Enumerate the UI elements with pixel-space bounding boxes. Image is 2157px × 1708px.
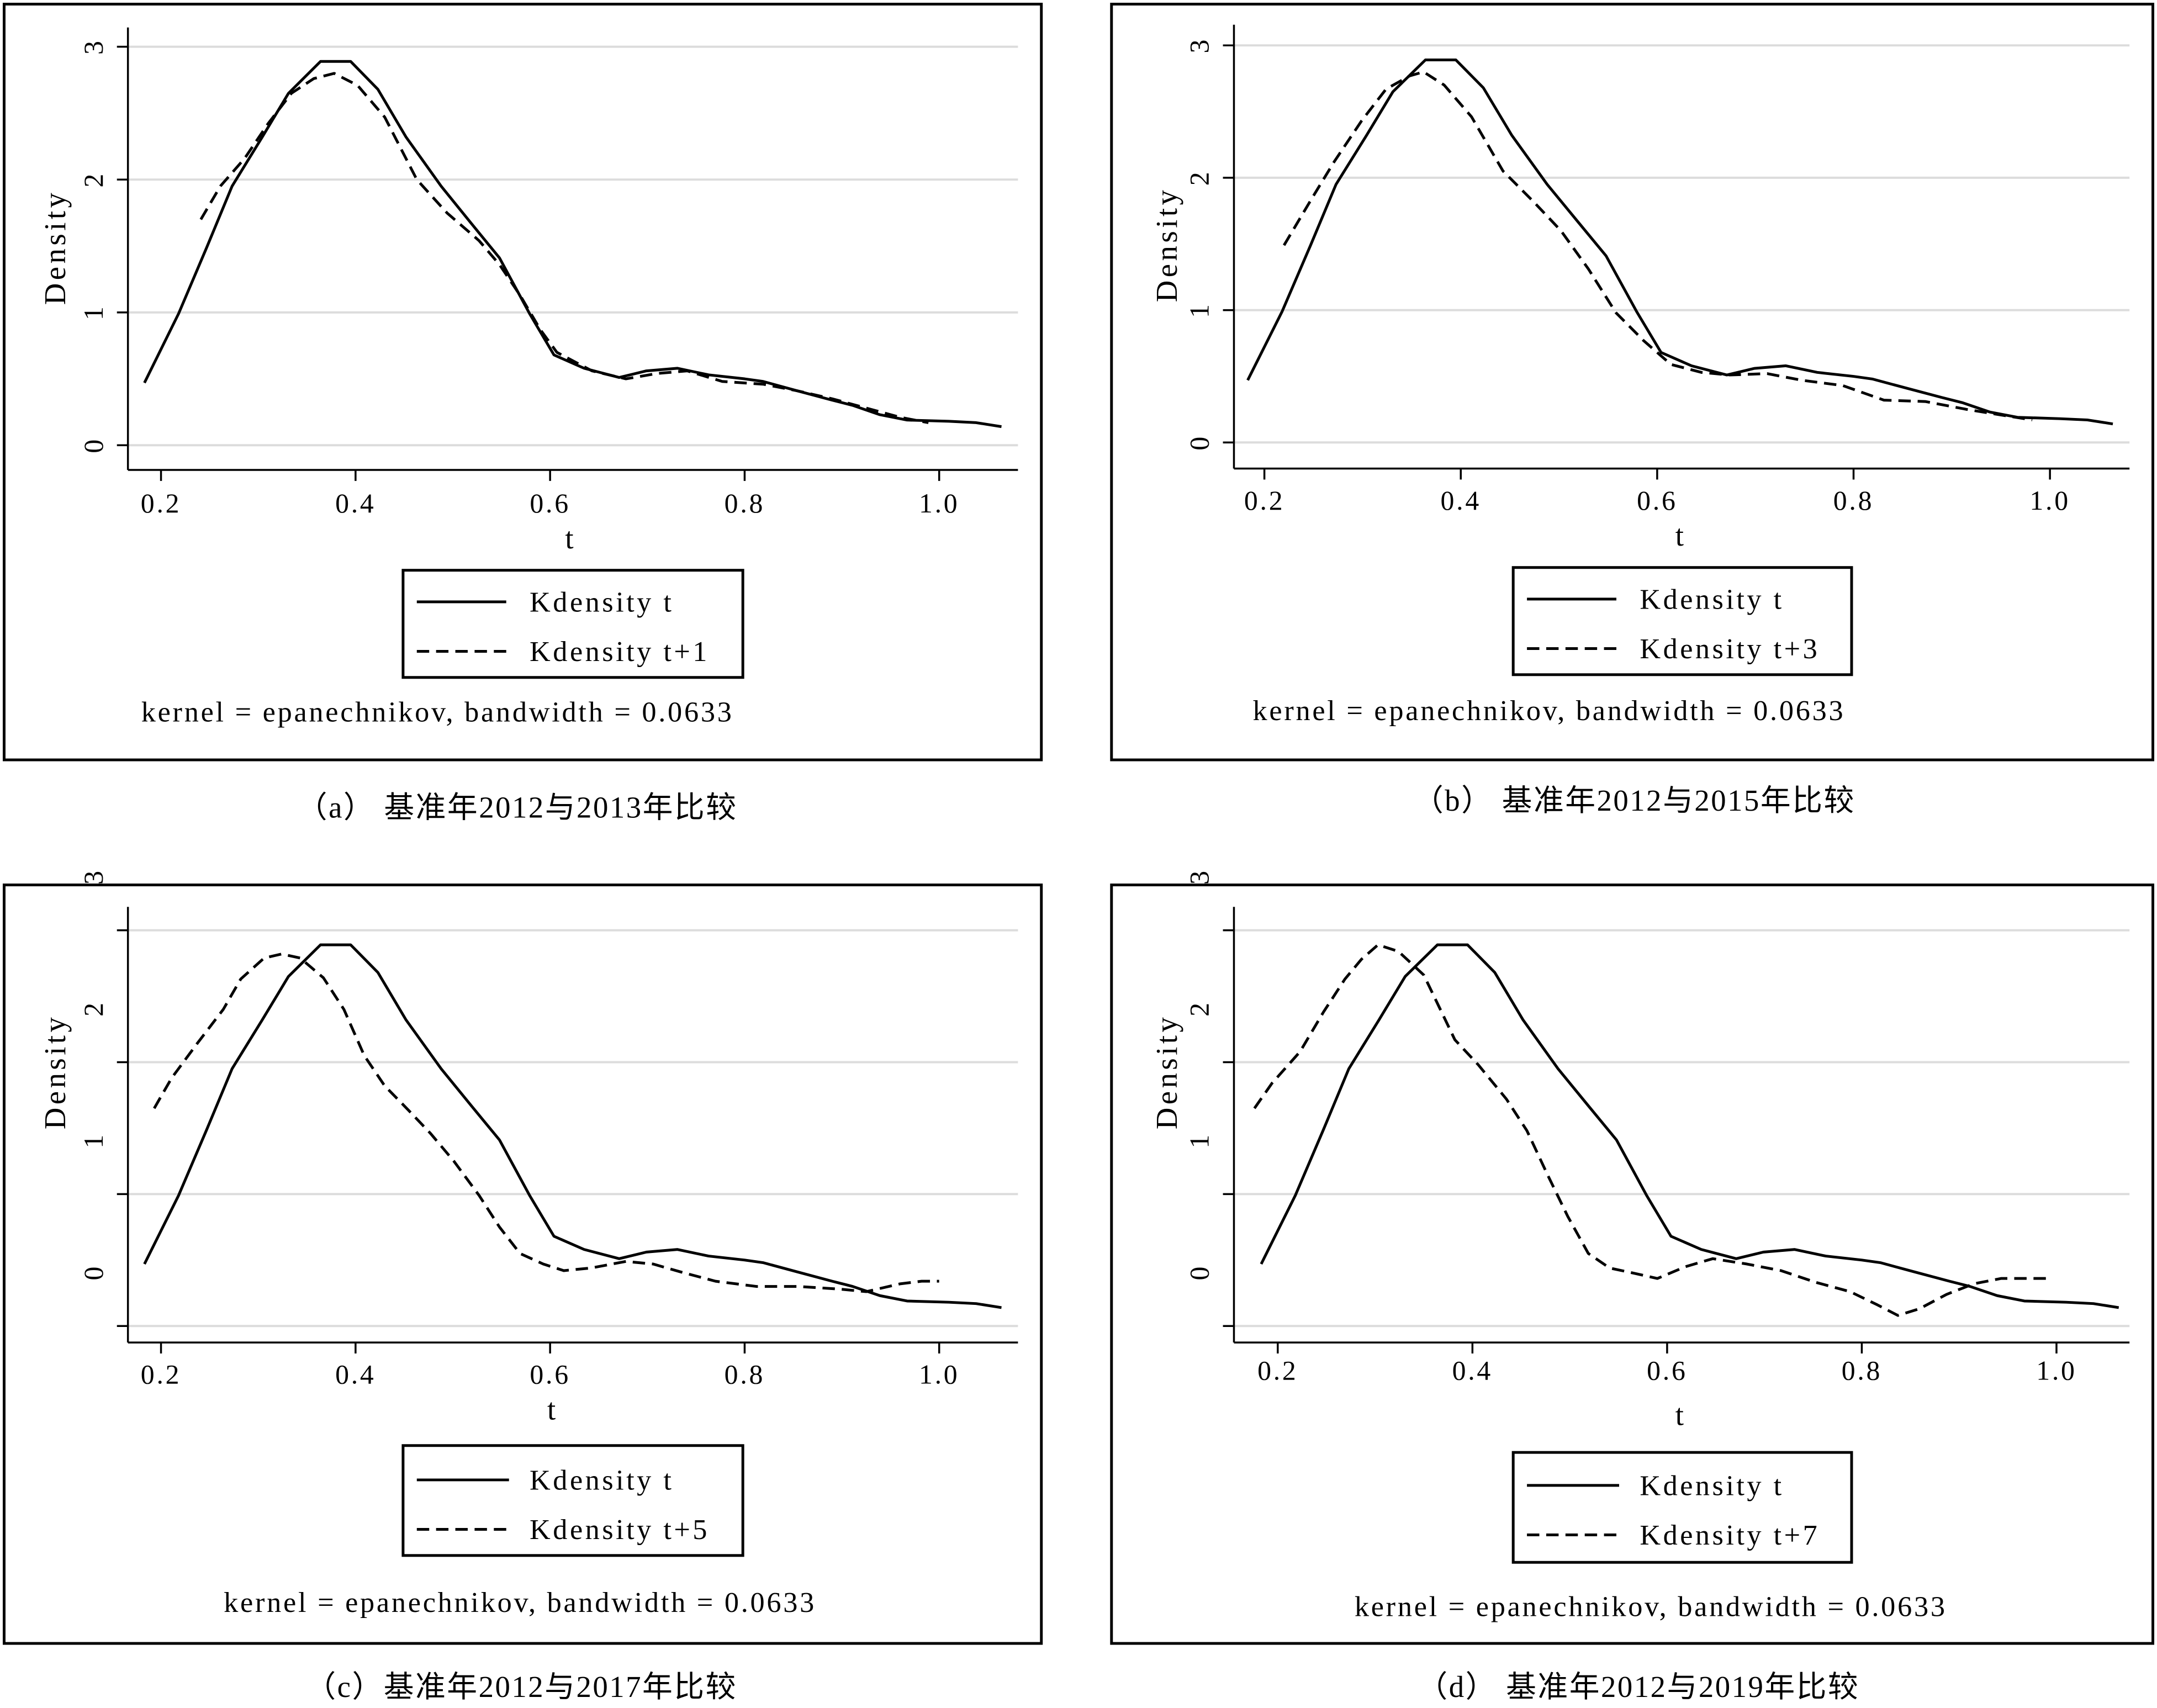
panel-frame <box>1110 2 2155 762</box>
kernel-note: kernel = epanechnikov, bandwidth = 0.063… <box>1253 695 1846 727</box>
x-tick-label: 0.2 <box>141 488 181 519</box>
x-tick-label: 1.0 <box>919 1360 959 1390</box>
x-tick-label: 0.2 <box>1244 485 1284 516</box>
y-tick-label: 0 <box>1185 435 1215 451</box>
plot-area: 0 1 2 3 0.2 0.4 0.6 0.8 1.0 <box>1185 24 2130 516</box>
series-line-kdensity-t <box>1260 943 2119 1309</box>
series-line-kdensity-t-plus-7 <box>1253 943 2050 1317</box>
x-axis-label: t <box>1675 519 1687 552</box>
y-axis-label: Density <box>38 190 72 305</box>
x-tick-label: 0.2 <box>1257 1355 1298 1386</box>
panel-caption: （a） 基准年2012与2013年比较 <box>297 791 738 824</box>
y-tick-label: 0 <box>78 437 109 453</box>
plot-area: 0 1 2 3 0.2 0.4 0.6 0.8 1.0 <box>78 27 1018 519</box>
plot-area: 0 1 2 3 0.2 0.4 0.6 0.8 1.0 <box>78 869 1018 1390</box>
x-tick-label: 1.0 <box>919 488 959 519</box>
x-tick-label: 0.4 <box>1441 485 1481 516</box>
kernel-note: kernel = epanechnikov, bandwidth = 0.063… <box>1355 1590 1947 1622</box>
y-tick-label: 1 <box>1185 302 1215 318</box>
x-axis-label: t <box>1675 1398 1687 1431</box>
legend: Kdensity t Kdensity t+5 <box>401 1444 744 1557</box>
y-tick-label: 1 <box>1185 1133 1215 1149</box>
legend-label: Kdensity t+1 <box>530 636 710 668</box>
legend-box <box>1511 566 1853 676</box>
series-line-kdensity-t-plus-5 <box>153 953 939 1293</box>
x-tick-label: 0.4 <box>1452 1355 1493 1386</box>
plot-area: 0 1 2 3 0.2 0.4 0.6 0.8 1.0 <box>1185 869 2130 1386</box>
x-tick-label: 0.6 <box>1647 1355 1687 1386</box>
panel-caption: （c）基准年2012与2017年比较 <box>305 1670 737 1704</box>
y-tick-label: 2 <box>78 1001 109 1017</box>
x-tick-label: 1.0 <box>2029 485 2070 516</box>
x-tick-label: 0.6 <box>1637 485 1677 516</box>
x-tick-label: 0.4 <box>335 1360 376 1390</box>
y-axis-label: Density <box>1150 187 1183 303</box>
x-axis-label: t <box>565 521 577 555</box>
x-tick-label: 0.6 <box>530 488 570 519</box>
x-tick-label: 0.8 <box>725 1360 765 1390</box>
series-line-kdensity-t <box>1246 59 2113 426</box>
kernel-note: kernel = epanechnikov, bandwidth = 0.063… <box>224 1587 816 1619</box>
y-tick-label: 3 <box>1185 38 1215 54</box>
legend-label: Kdensity t <box>1640 1469 1784 1501</box>
y-tick-label: 1 <box>78 1133 109 1149</box>
legend-box <box>1511 1451 1853 1564</box>
panel-caption: （d） 基准年2012与2019年比较 <box>1417 1670 1859 1704</box>
legend-label: Kdensity t+3 <box>1640 633 1820 665</box>
x-axis-label: t <box>547 1392 559 1426</box>
y-axis-label: Density <box>1150 1014 1183 1130</box>
legend-label: Kdensity t+5 <box>530 1514 710 1546</box>
x-tick-label: 0.8 <box>1842 1355 1882 1386</box>
legend-label: Kdensity t+7 <box>1640 1519 1820 1551</box>
legend-box <box>401 569 744 679</box>
y-tick-label: 2 <box>78 172 109 188</box>
series-line-kdensity-t-plus-3 <box>1283 70 2033 421</box>
legend: Kdensity t Kdensity t+7 <box>1511 1451 1853 1564</box>
y-tick-label: 3 <box>78 869 109 885</box>
y-axis-label: Density <box>38 1014 72 1130</box>
y-tick-label: 2 <box>1185 170 1215 186</box>
y-tick-label: 3 <box>1185 869 1215 885</box>
y-tick-label: 1 <box>78 304 109 320</box>
x-tick-label: 0.4 <box>335 488 376 519</box>
x-tick-label: 0.2 <box>141 1360 181 1390</box>
kernel-note: kernel = epanechnikov, bandwidth = 0.063… <box>141 696 734 728</box>
x-tick-label: 0.8 <box>725 488 765 519</box>
x-tick-label: 0.6 <box>530 1360 570 1390</box>
legend-label: Kdensity t <box>530 1464 674 1496</box>
legend: Kdensity t Kdensity t+1 <box>401 569 744 679</box>
y-tick-label: 3 <box>78 39 109 55</box>
panel-frame <box>2 2 1043 762</box>
x-tick-label: 0.8 <box>1833 485 1874 516</box>
panel-caption: （b） 基准年2012与2015年比较 <box>1413 784 1855 817</box>
y-tick-label: 2 <box>1185 1001 1215 1017</box>
legend-label: Kdensity t <box>530 586 674 618</box>
legend-box <box>401 1444 744 1557</box>
legend-label: Kdensity t <box>1640 583 1784 615</box>
y-tick-label: 0 <box>1185 1265 1215 1281</box>
panel-frame <box>1110 883 2155 1645</box>
series-line-kdensity-t <box>143 943 1002 1309</box>
series-line-kdensity-t-plus-1 <box>199 72 929 424</box>
panel-frame <box>2 883 1043 1645</box>
y-tick-label: 0 <box>78 1265 109 1281</box>
legend: Kdensity t Kdensity t+3 <box>1511 566 1853 676</box>
x-tick-label: 1.0 <box>2036 1355 2076 1386</box>
